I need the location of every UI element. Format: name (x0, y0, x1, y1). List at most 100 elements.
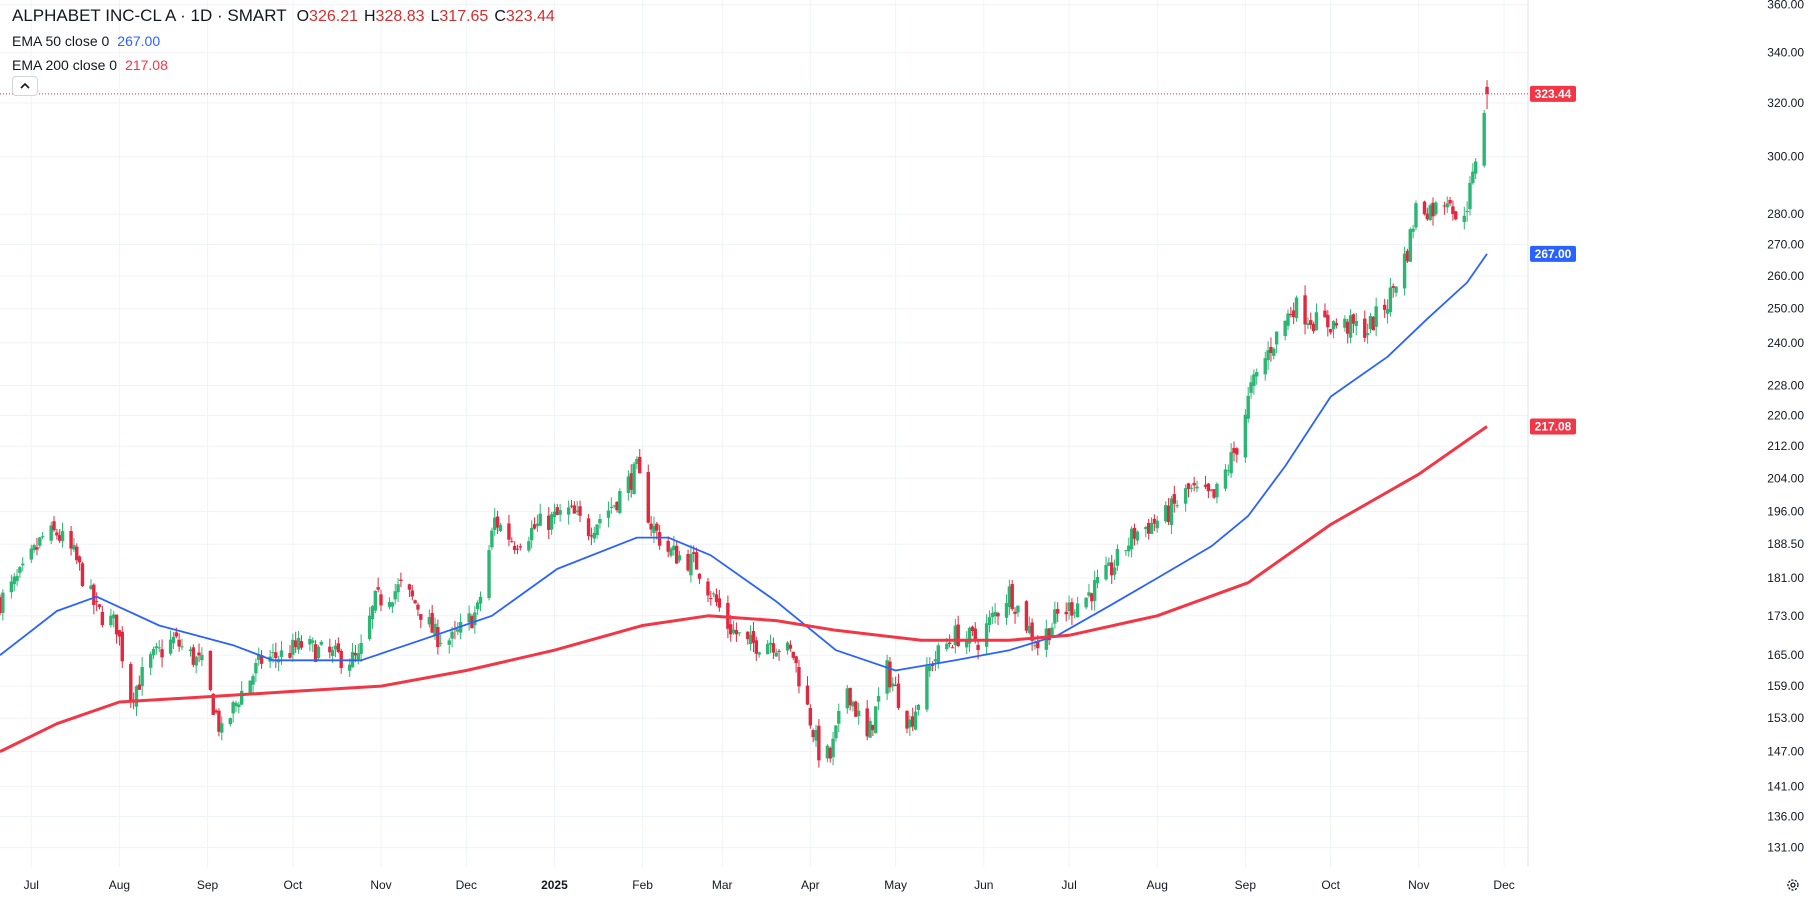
candle-body (930, 664, 935, 667)
candle-body (1314, 312, 1319, 331)
candle-body (94, 601, 99, 603)
x-tick-label: 2025 (541, 878, 568, 892)
candle-body (29, 548, 33, 560)
candle-body (214, 710, 218, 713)
candle-body (686, 553, 690, 571)
candle-body (572, 505, 577, 514)
candle-body (487, 550, 491, 598)
candle-body (1274, 331, 1279, 345)
candle-body (632, 463, 636, 495)
x-tick-label: Dec (1493, 878, 1514, 892)
candle-body (1334, 323, 1339, 326)
candle-body (1346, 321, 1350, 334)
candle-body (1215, 483, 1219, 498)
candle-body (535, 523, 540, 527)
candle-body (1209, 489, 1213, 491)
candle-body (748, 634, 753, 645)
candle-body (510, 541, 514, 543)
candle-body (905, 710, 909, 729)
candle-body (731, 629, 736, 633)
candle-body (629, 473, 633, 490)
candle-body (1473, 161, 1478, 174)
y-tick-label: 153.00 (1767, 711, 1804, 725)
candle-body (370, 606, 375, 620)
candle-body (1252, 374, 1256, 386)
candle-body (294, 640, 298, 648)
candle-body (319, 641, 323, 645)
candle-body (473, 612, 477, 626)
candle-body (220, 723, 224, 733)
candle-body (1104, 564, 1108, 580)
ema200-badge (1530, 418, 1576, 435)
x-tick-label: Nov (370, 878, 391, 892)
candle-body (92, 584, 96, 606)
candle-body (1129, 528, 1134, 550)
candle-body (797, 667, 801, 687)
ema200-line (0, 425, 1488, 753)
candle-body (1414, 203, 1418, 228)
candle-body (80, 563, 85, 587)
ema50-legend-row[interactable]: EMA 50 close 0 267.00 (12, 31, 561, 51)
ema200-name: EMA 200 close 0 (12, 57, 118, 73)
candle-body (259, 655, 264, 664)
candle-body (180, 646, 184, 648)
candle-body (791, 651, 795, 658)
candle-body (1107, 562, 1111, 566)
candle-body (1331, 321, 1336, 330)
candle-body (854, 701, 858, 717)
candle-body (811, 730, 815, 738)
candle-body (467, 613, 471, 623)
candle-body (188, 649, 193, 652)
candle-body (49, 525, 53, 541)
candle-body (1465, 210, 1469, 213)
candle-body (592, 532, 596, 539)
candle-body (578, 506, 582, 516)
candle-body (888, 661, 892, 688)
symbol-title[interactable]: ALPHABET INC-CL A · 1D · SMART (12, 6, 287, 25)
candle-body (1246, 395, 1250, 419)
candle-body (237, 704, 241, 708)
ema200-legend-row[interactable]: EMA 200 close 0 217.08 (12, 55, 561, 75)
candle-body (885, 660, 889, 694)
candle-body (1263, 358, 1267, 375)
x-tick-label: May (884, 878, 907, 892)
collapse-legend-button[interactable] (12, 76, 38, 96)
candle-body (1075, 603, 1080, 618)
chevron-up-icon (20, 82, 30, 89)
candle-body (609, 506, 614, 508)
candle-body (416, 604, 420, 610)
candle-body (1135, 531, 1140, 541)
candle-body (1391, 286, 1395, 288)
candle-body (1124, 550, 1128, 552)
candle-body (1411, 228, 1415, 232)
candle-body (518, 546, 523, 548)
y-tick-label: 147.00 (1767, 745, 1804, 759)
candle-body (512, 545, 517, 551)
candle-body (15, 575, 19, 582)
candle-body (896, 683, 901, 708)
candle-body (697, 573, 702, 579)
candle-body (1354, 320, 1358, 326)
candle-body (936, 645, 940, 664)
candle-body (655, 523, 659, 531)
x-tick-label: Aug (109, 878, 130, 892)
candle-body (1, 592, 5, 613)
gear-icon[interactable] (1785, 877, 1801, 893)
y-tick-label: 188.50 (1767, 537, 1804, 551)
candle-body (1004, 603, 1009, 618)
candle-body (311, 640, 315, 643)
candle-body (1434, 202, 1438, 215)
price-badge-label: 323.44 (1535, 87, 1572, 101)
candle-body (333, 645, 338, 650)
ema50-badge (1530, 245, 1576, 262)
candle-body (1070, 602, 1074, 616)
candle-body (595, 524, 599, 536)
candle-body (1311, 323, 1316, 332)
candle-body (120, 631, 124, 662)
candle-body (552, 511, 557, 518)
ohlc-row: ALPHABET INC-CL A · 1D · SMART O 326.21 … (12, 6, 561, 27)
candle-body (675, 545, 679, 564)
candle-body (817, 725, 821, 761)
